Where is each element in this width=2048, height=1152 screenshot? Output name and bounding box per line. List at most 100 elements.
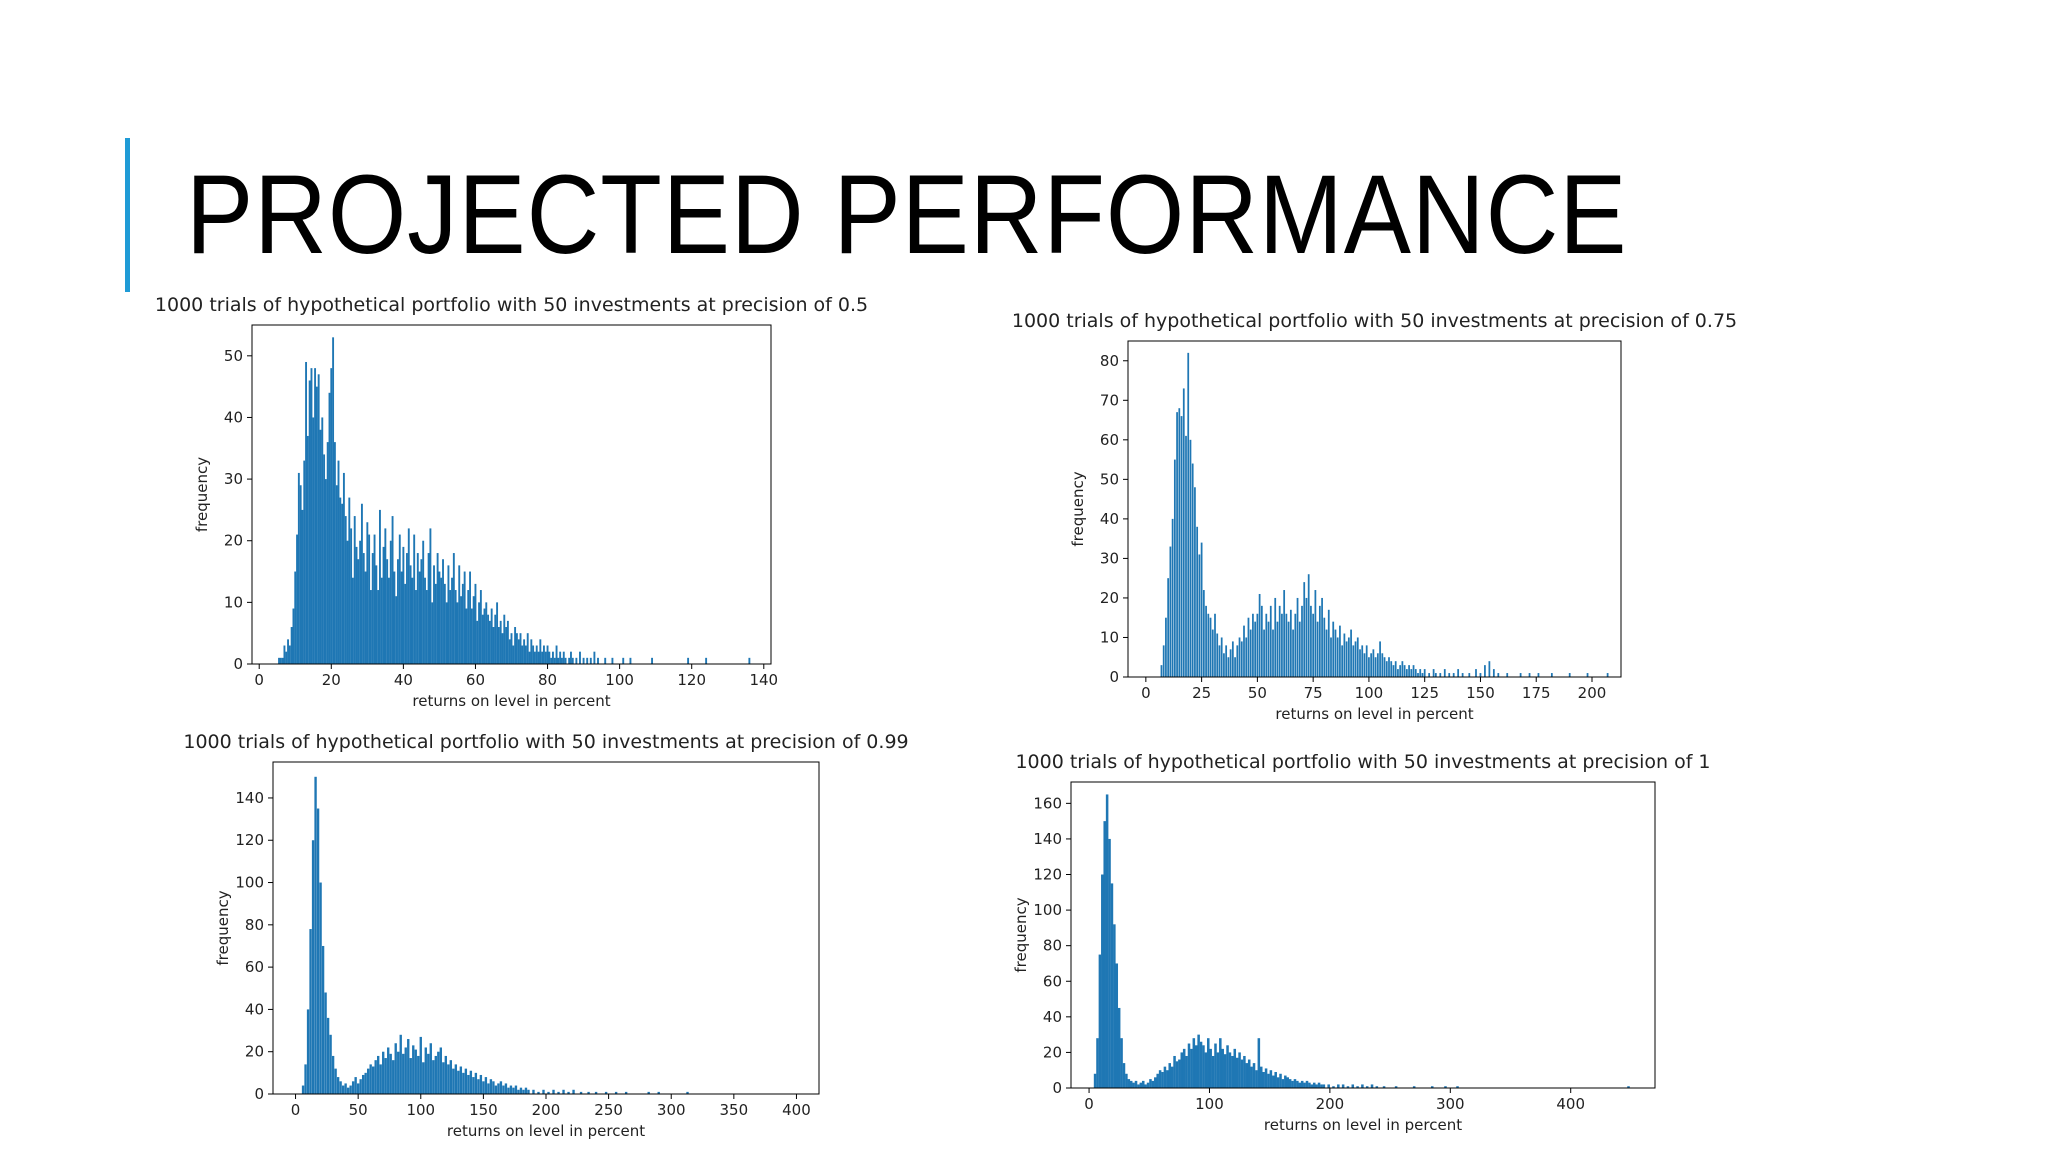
histogram-bar: [336, 1077, 340, 1094]
histogram-bar: [398, 534, 401, 664]
histogram-bar: [384, 528, 387, 664]
histogram-bar: [1361, 1084, 1364, 1088]
histogram-bar: [1339, 625, 1341, 677]
histogram-bar: [309, 929, 312, 1094]
histogram-bar: [509, 1085, 513, 1094]
histogram-bar: [562, 1089, 565, 1094]
histogram-bar: [1627, 1086, 1630, 1088]
histogram-bar: [404, 583, 407, 664]
histogram-bar: [337, 460, 340, 664]
histogram-bar: [454, 1064, 458, 1094]
histogram-bar: [1414, 669, 1417, 677]
histogram-bar: [1233, 1048, 1237, 1088]
histogram-bar: [477, 1079, 480, 1094]
histogram-bars: [1160, 352, 1609, 677]
x-tick-label: 200: [1578, 684, 1607, 702]
histogram-bar: [1430, 1086, 1434, 1088]
histogram-bar: [411, 577, 414, 664]
histogram-bar: [434, 1055, 437, 1094]
histogram-bar: [1197, 1034, 1200, 1088]
x-axis-label: returns on level in percent: [1275, 705, 1473, 723]
histogram-bar: [433, 565, 435, 664]
histogram-bar: [1108, 838, 1111, 1088]
y-tick-label: 50: [224, 347, 243, 365]
histogram-bar: [355, 546, 358, 664]
histogram-bar: [314, 776, 317, 1094]
histogram-bar: [1156, 1073, 1159, 1088]
histogram-bar: [1243, 1055, 1246, 1088]
histogram-bar: [537, 651, 540, 664]
histogram-bar: [629, 657, 632, 664]
histogram-bar: [1110, 883, 1114, 1088]
histogram-bar: [1350, 629, 1352, 677]
histogram-bar: [377, 590, 380, 664]
histogram-bar: [507, 1087, 510, 1094]
histogram-bar: [391, 516, 394, 664]
histogram-bar: [1394, 661, 1397, 677]
histogram-bar: [424, 577, 426, 664]
histogram-bar: [1303, 1082, 1306, 1088]
histogram-bar: [1390, 661, 1393, 677]
x-tick-label: 200: [1316, 1095, 1345, 1113]
histogram-bar: [567, 1091, 570, 1094]
histogram-bar: [394, 1043, 397, 1094]
histogram-bar: [1279, 1073, 1282, 1088]
histogram-bar: [1234, 657, 1236, 677]
histogram-bar: [1196, 526, 1199, 677]
y-axis-label: frequency: [193, 457, 211, 532]
histogram-bar: [1439, 673, 1442, 677]
histogram-bar: [1461, 673, 1464, 677]
histogram-bar: [326, 442, 329, 664]
x-tick-label: 400: [1556, 1095, 1585, 1113]
histogram-bar: [1347, 637, 1350, 677]
y-tick-label: 120: [1033, 866, 1062, 884]
histogram-bar: [1287, 621, 1290, 677]
y-tick-label: 70: [1100, 391, 1119, 409]
histogram-bar: [1296, 597, 1299, 677]
histogram-bar: [1403, 665, 1406, 677]
histogram-bar: [422, 540, 425, 664]
histogram-bar: [553, 657, 556, 664]
y-tick-label: 80: [1100, 352, 1119, 370]
histogram-bar: [1180, 416, 1183, 677]
histogram-bar: [528, 651, 531, 664]
histogram-bar: [501, 633, 504, 664]
histogram-bar: [1370, 653, 1373, 677]
histogram-bar: [417, 1055, 420, 1094]
histogram-bar: [1322, 1084, 1326, 1088]
histogram-bar: [604, 1091, 608, 1094]
histogram-bar: [452, 1068, 455, 1094]
histogram-bar: [1475, 669, 1477, 677]
x-axis-label: returns on level in percent: [412, 692, 610, 710]
histogram-bar: [1399, 665, 1402, 677]
histogram-bar: [570, 651, 572, 664]
histogram-bar: [469, 1070, 473, 1094]
histogram-bar: [1209, 1048, 1212, 1088]
histogram-bar: [526, 633, 529, 664]
histogram-bar: [1260, 605, 1263, 677]
histogram-bar: [532, 645, 535, 664]
histogram-chart-precision-0-75: 1000 trials of hypothetical portfolio wi…: [1012, 310, 1737, 723]
histogram-bar: [465, 608, 468, 664]
histogram-bar: [1185, 435, 1187, 677]
histogram-bar: [283, 645, 286, 664]
histogram-bar: [503, 614, 506, 664]
histogram-bar: [412, 1045, 415, 1094]
histogram-bar: [544, 651, 547, 664]
histogram-bar: [508, 639, 511, 664]
histogram-bar: [561, 657, 563, 664]
histogram-bar: [321, 417, 324, 664]
x-tick-label: 75: [1304, 684, 1323, 702]
histogram-bar: [1330, 637, 1332, 677]
histogram-bar: [1272, 1075, 1275, 1088]
histogram-bar: [1352, 645, 1355, 677]
histogram-bar: [281, 657, 284, 664]
histogram-bar: [1223, 1054, 1227, 1088]
histogram-bar: [1327, 609, 1330, 677]
histogram-bar: [1180, 1052, 1184, 1088]
x-tick-label: 25: [1192, 684, 1211, 702]
histogram-bar: [1379, 641, 1381, 677]
histogram-bar: [461, 583, 464, 664]
histogram-bar: [1312, 1082, 1316, 1088]
histogram-bar: [303, 460, 306, 664]
